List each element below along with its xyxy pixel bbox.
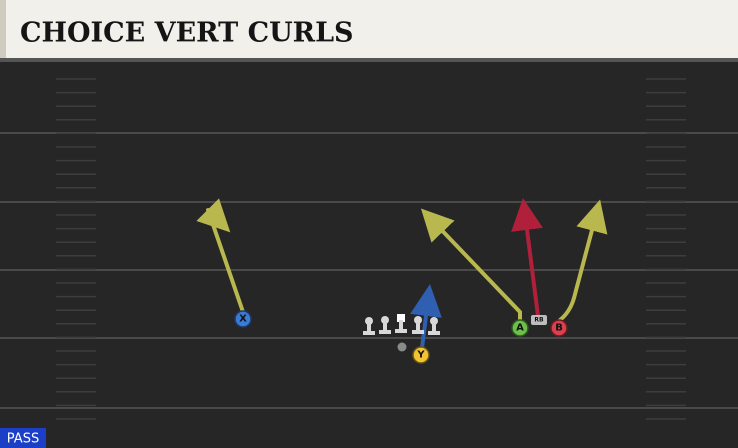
player-label: X <box>239 314 247 325</box>
route-x <box>196 198 245 314</box>
header-accent <box>0 0 6 60</box>
route-b <box>558 199 608 322</box>
player-label: RB <box>534 317 544 324</box>
lineman <box>363 317 375 335</box>
player-x: X <box>234 310 252 328</box>
routes <box>196 198 608 350</box>
player-a: A <box>511 319 529 337</box>
lineman <box>379 316 391 334</box>
route-y <box>410 284 442 350</box>
ball <box>397 342 407 352</box>
header-bar <box>0 0 738 60</box>
lineman <box>428 317 440 335</box>
player-rb: RB <box>531 315 547 325</box>
play-type-badge <box>0 428 46 448</box>
player-label: A <box>516 323 524 334</box>
header-shadow <box>0 58 738 62</box>
route-rb <box>511 198 543 318</box>
player-b: B <box>550 319 568 337</box>
center <box>395 314 407 333</box>
linemen <box>363 314 440 335</box>
player-label: B <box>555 323 563 334</box>
yard-lines <box>0 132 738 409</box>
play-type: PASS <box>7 432 39 447</box>
player-y: Y <box>412 346 430 364</box>
hash-marks <box>56 78 686 420</box>
play-title: CHOICE VERT CURLS <box>20 18 354 49</box>
lineman <box>412 316 424 334</box>
route-a <box>420 208 522 322</box>
player-label: Y <box>416 350 425 361</box>
